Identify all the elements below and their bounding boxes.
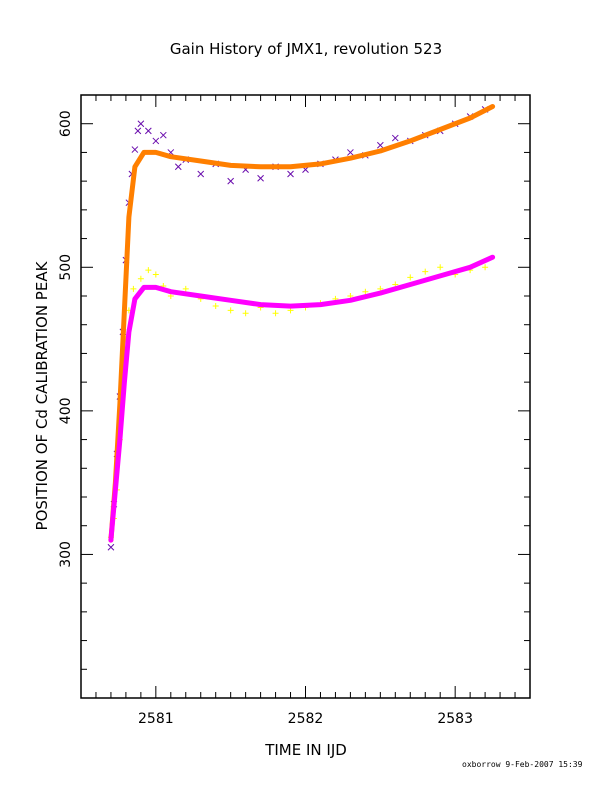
y-axis-label: POSITION OF Cd CALIBRATION PEAK bbox=[33, 260, 51, 530]
data-point bbox=[482, 264, 489, 271]
x-tick-labels: 2581 2582 2583 bbox=[138, 711, 473, 727]
x-tick-label: 2582 bbox=[288, 711, 324, 727]
x-tick-label: 2583 bbox=[437, 711, 473, 727]
data-point bbox=[152, 137, 160, 145]
series-layer bbox=[107, 104, 496, 551]
y-tick-label: 600 bbox=[58, 110, 74, 137]
data-point bbox=[242, 310, 249, 317]
series-4 bbox=[108, 254, 496, 543]
series-1 bbox=[107, 106, 489, 551]
data-point bbox=[422, 268, 429, 275]
plot-frame bbox=[80, 94, 531, 699]
data-point bbox=[182, 285, 189, 292]
y-tick-label: 400 bbox=[58, 397, 74, 424]
data-point bbox=[152, 271, 159, 278]
y-tick-label: 300 bbox=[58, 541, 74, 568]
data-point bbox=[159, 131, 167, 139]
data-point bbox=[174, 163, 182, 171]
data-point bbox=[137, 120, 145, 128]
data-point bbox=[347, 149, 354, 156]
fit-curve bbox=[108, 104, 496, 543]
data-point bbox=[362, 288, 369, 295]
data-point bbox=[391, 134, 399, 142]
data-point bbox=[407, 274, 414, 281]
data-point bbox=[257, 174, 264, 182]
data-point bbox=[134, 127, 142, 135]
data-point bbox=[145, 267, 152, 274]
data-point bbox=[376, 141, 384, 149]
data-point bbox=[144, 127, 152, 135]
x-tick-label: 2581 bbox=[138, 711, 174, 727]
y-tick-label: 500 bbox=[58, 254, 74, 281]
data-point bbox=[137, 275, 144, 282]
data-point bbox=[227, 177, 235, 185]
data-point bbox=[437, 264, 444, 271]
data-point bbox=[197, 170, 205, 178]
data-point bbox=[227, 307, 234, 314]
data-point bbox=[107, 543, 115, 551]
data-point bbox=[130, 285, 137, 292]
x-axis-label: TIME IN IJD bbox=[264, 741, 347, 759]
series-3 bbox=[108, 104, 496, 543]
chart-title: Gain History of JMX1, revolution 523 bbox=[170, 40, 442, 58]
fit-curve bbox=[108, 254, 496, 543]
data-point bbox=[131, 146, 139, 153]
y-tick-labels: 300 400 500 600 bbox=[58, 110, 74, 567]
axis-ticks bbox=[80, 94, 531, 699]
data-point bbox=[212, 303, 219, 310]
data-point bbox=[272, 310, 279, 317]
data-point bbox=[287, 170, 294, 178]
footer-credit: oxborrow 9-Feb-2007 15:39 bbox=[462, 760, 583, 769]
